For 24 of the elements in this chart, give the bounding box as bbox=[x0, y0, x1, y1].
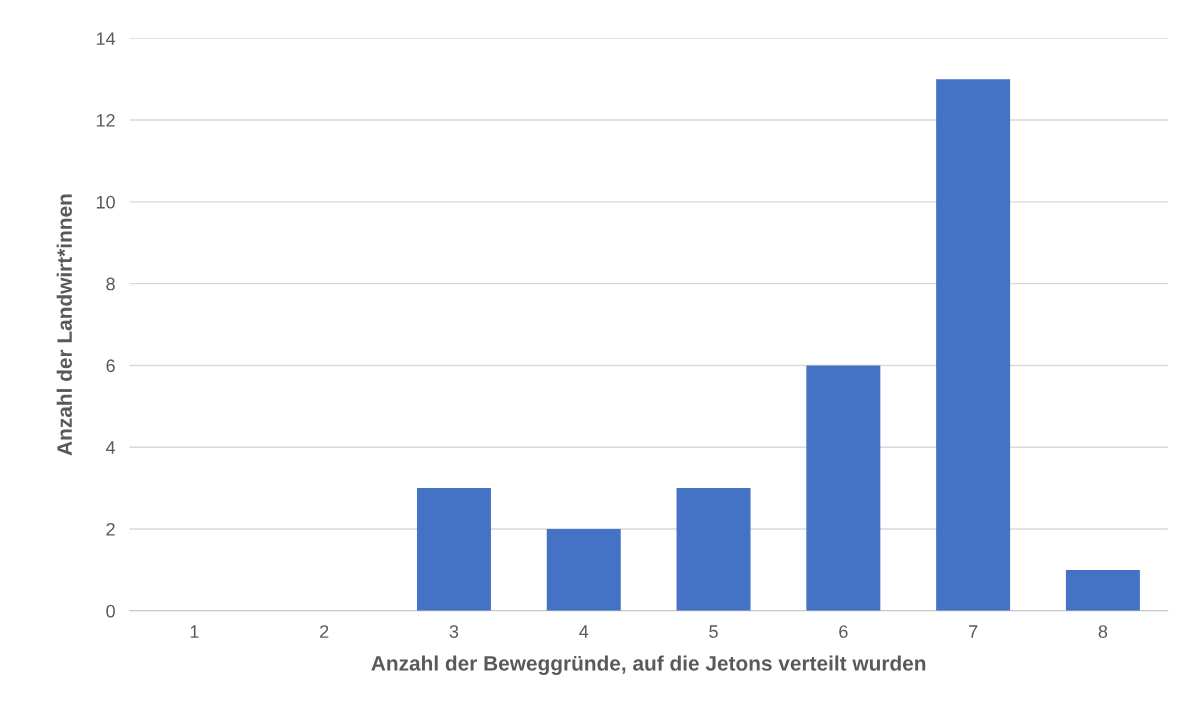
x-tick-label: 1 bbox=[190, 625, 199, 638]
x-tick-label: 2 bbox=[320, 625, 329, 638]
bar bbox=[806, 365, 881, 611]
bar bbox=[936, 79, 1011, 611]
y-tick-label: 0 bbox=[106, 604, 115, 618]
y-tick-label: 14 bbox=[96, 32, 116, 45]
x-tick-label: 3 bbox=[449, 625, 459, 638]
y-axis-title: Anzahl der Landwirt*innen bbox=[56, 194, 72, 456]
y-tick-label: 6 bbox=[106, 359, 115, 373]
x-tick-label: 8 bbox=[1098, 625, 1108, 638]
bar bbox=[1065, 569, 1140, 611]
x-tick-label: 5 bbox=[709, 625, 718, 638]
bar bbox=[546, 529, 621, 611]
x-tick-label: 7 bbox=[969, 625, 978, 638]
y-tick-label: 10 bbox=[96, 195, 115, 209]
bar bbox=[676, 488, 751, 611]
y-tick-label: 12 bbox=[96, 113, 115, 127]
x-tick-label: 4 bbox=[579, 625, 589, 638]
bar bbox=[416, 488, 491, 611]
x-tick-label: 6 bbox=[839, 625, 848, 638]
x-axis-title: Anzahl der Beweggründe, auf die Jetons verteilt wurden bbox=[371, 655, 926, 675]
y-tick-label: 2 bbox=[106, 522, 115, 536]
y-tick-label: 8 bbox=[106, 277, 115, 291]
y-tick-label: 4 bbox=[105, 441, 116, 454]
